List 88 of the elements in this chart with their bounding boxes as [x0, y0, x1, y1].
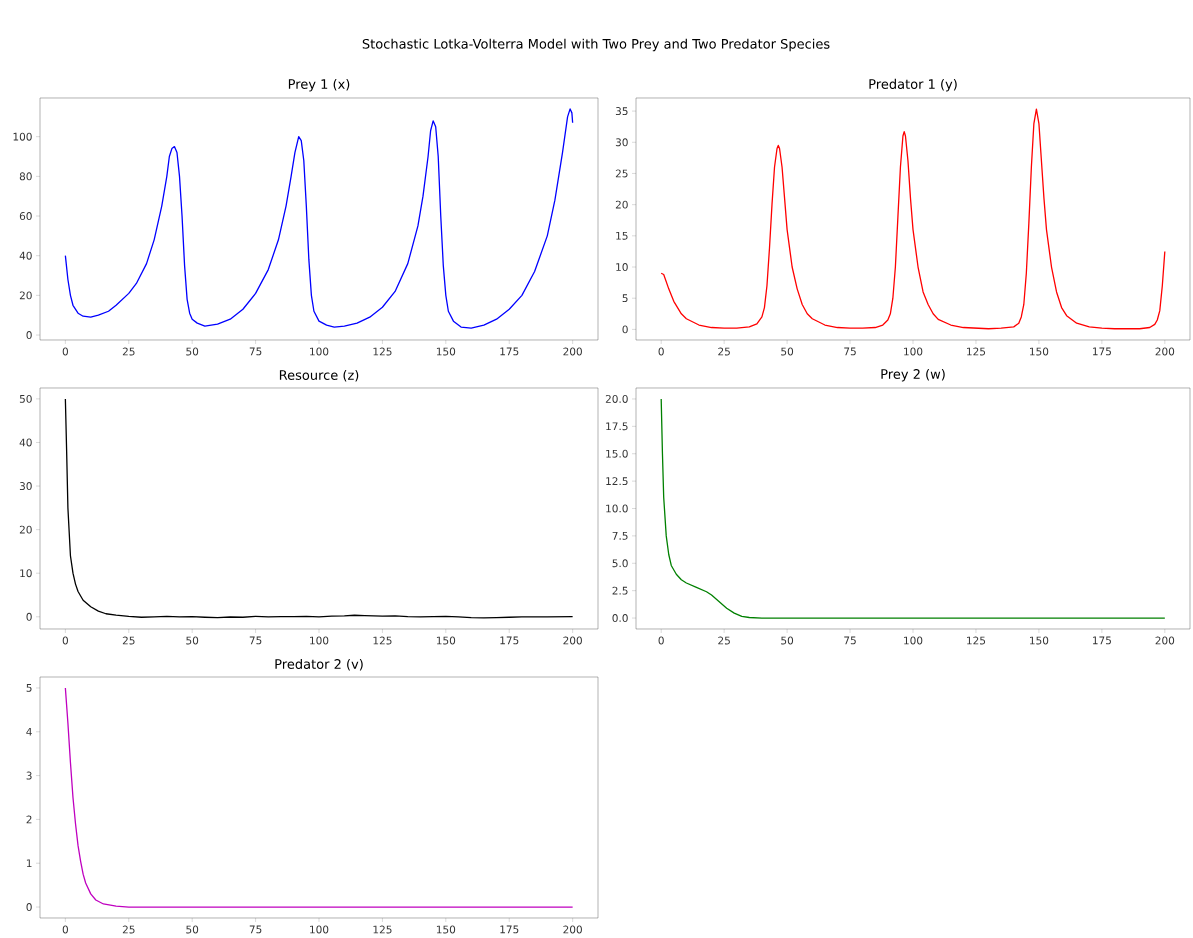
- y-tick-label: 40: [19, 251, 32, 260]
- y-tick-label: 0: [622, 325, 628, 334]
- x-tick-label: 175: [500, 636, 519, 645]
- x-tick-label: 125: [373, 925, 392, 934]
- y-tick-label: 0: [26, 612, 32, 621]
- line-series: [64, 108, 574, 329]
- x-tick-label: 0: [62, 925, 68, 934]
- y-tick-label: 30: [615, 138, 628, 147]
- x-tick-label: 25: [718, 636, 730, 645]
- y-tick-label: 0.0: [612, 614, 628, 623]
- y-tick-label: 4: [26, 727, 32, 736]
- x-tick-label: 200: [563, 636, 582, 645]
- x-tick-label: 75: [249, 925, 262, 934]
- x-tick-label: 100: [904, 347, 923, 356]
- y-tick-label: 0: [26, 331, 32, 339]
- y-tick-label: 2.5: [612, 586, 628, 595]
- y-tick-label: 12.5: [606, 477, 628, 486]
- y-tick-label: 10: [616, 263, 628, 271]
- x-tick-label: 175: [1093, 636, 1111, 645]
- y-tick-label: 40: [19, 438, 32, 447]
- y-tick-label: 35: [615, 107, 628, 116]
- x-tick-label: 150: [1030, 347, 1049, 356]
- x-tick-label: 75: [844, 347, 856, 356]
- x-tick-label: 125: [967, 347, 986, 356]
- x-tick-label: 100: [310, 925, 329, 934]
- y-tick-label: 20: [19, 291, 32, 300]
- y-tick-label: 25: [615, 169, 628, 178]
- x-tick-label: 75: [249, 347, 262, 356]
- y-tick-label: 17.5: [606, 422, 628, 431]
- y-tick-label: 3: [26, 771, 32, 780]
- y-tick-label: 80: [19, 172, 32, 181]
- x-tick-label: 100: [904, 636, 923, 645]
- x-tick-label: 200: [1155, 636, 1175, 645]
- x-tick-label: 125: [967, 636, 986, 645]
- y-tick-label: 20: [19, 525, 32, 534]
- y-tick-label: 5.0: [612, 559, 628, 568]
- x-tick-label: 175: [500, 925, 519, 934]
- y-tick-label: 1: [26, 859, 32, 868]
- x-tick-label: 125: [373, 636, 392, 645]
- x-tick-label: 200: [1155, 347, 1175, 356]
- chart-title: Predator 1 (y): [869, 78, 957, 92]
- y-tick-label: 60: [19, 212, 32, 220]
- x-tick-label: 0: [658, 347, 664, 356]
- x-tick-label: 0: [62, 347, 68, 356]
- x-tick-label: 0: [62, 636, 68, 645]
- x-tick-label: 75: [249, 636, 262, 645]
- x-tick-label: 25: [122, 347, 135, 356]
- x-tick-label: 150: [1030, 636, 1049, 645]
- x-tick-label: 0: [658, 636, 664, 645]
- y-tick-label: 15.0: [606, 449, 628, 458]
- y-tick-label: 100: [13, 132, 32, 141]
- chart-title: Prey 1 (x): [288, 78, 350, 92]
- chart-title: Resource (z): [279, 369, 359, 382]
- x-tick-label: 75: [844, 636, 856, 645]
- y-tick-label: 50: [19, 394, 32, 403]
- x-tick-label: 200: [563, 347, 582, 356]
- x-tick-label: 100: [310, 347, 329, 356]
- chart-title: Prey 2 (w): [881, 368, 945, 382]
- y-tick-label: 30: [19, 482, 32, 491]
- y-tick-label: 20.0: [605, 394, 628, 403]
- x-tick-label: 25: [718, 347, 730, 356]
- x-tick-label: 125: [373, 347, 392, 356]
- y-tick-label: 0: [26, 903, 32, 912]
- y-tick-label: 10.0: [606, 504, 628, 513]
- x-tick-label: 175: [1093, 347, 1111, 356]
- chart-title: Predator 2 (v): [275, 658, 363, 671]
- y-tick-label: 20: [615, 200, 628, 209]
- x-tick-label: 100: [310, 636, 329, 645]
- x-tick-label: 50: [186, 347, 199, 356]
- x-tick-label: 150: [436, 347, 456, 356]
- y-tick-label: 7.5: [612, 531, 628, 540]
- x-tick-label: 200: [563, 925, 582, 934]
- line-series: [64, 398, 574, 619]
- text: Stochastic Lotka-Volterra Model with Two Prey and Two Predator Species: [362, 38, 830, 52]
- x-tick-label: 50: [781, 636, 794, 645]
- x-tick-label: 150: [436, 925, 456, 934]
- x-tick-label: 50: [781, 347, 794, 356]
- x-tick-label: 150: [436, 636, 456, 645]
- x-tick-label: 50: [186, 925, 199, 934]
- y-tick-label: 15: [616, 231, 628, 240]
- x-tick-label: 25: [122, 636, 135, 645]
- y-tick-label: 2: [26, 815, 32, 824]
- x-tick-label: 25: [122, 925, 135, 934]
- x-tick-label: 175: [500, 347, 519, 356]
- x-tick-label: 50: [186, 636, 199, 645]
- y-tick-label: 5: [26, 684, 32, 692]
- y-tick-label: 5: [622, 294, 628, 303]
- y-tick-label: 10: [20, 569, 32, 578]
